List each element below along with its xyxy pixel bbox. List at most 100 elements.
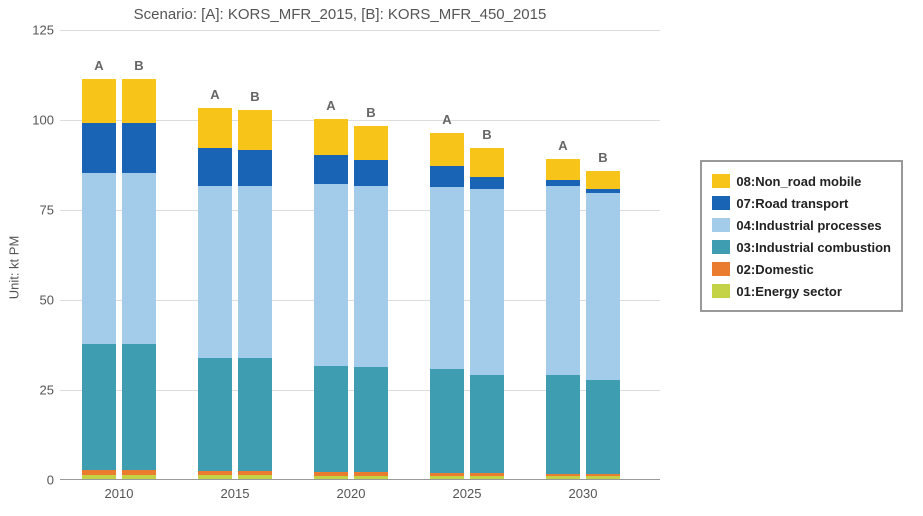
segment-s07 <box>314 155 348 184</box>
legend-label: 08:Non_road mobile <box>736 174 861 189</box>
ytick-label: 125 <box>20 23 54 38</box>
bar-top-label: A <box>198 87 232 102</box>
segment-s07 <box>354 160 388 185</box>
segment-s02 <box>586 474 620 477</box>
segment-s02 <box>470 473 504 477</box>
segment-s04 <box>354 186 388 368</box>
legend-item: 03:Industrial combustion <box>712 236 891 258</box>
bar-B: B <box>122 79 156 479</box>
segment-s04 <box>198 186 232 359</box>
bar-top-label: A <box>314 98 348 113</box>
legend-label: 04:Industrial processes <box>736 218 881 233</box>
segment-s03 <box>470 375 504 473</box>
segment-s03 <box>430 369 464 472</box>
bar-group: AB <box>538 29 628 479</box>
bar-A: A <box>546 159 580 479</box>
bar-top-label: B <box>122 58 156 73</box>
segment-s03 <box>198 358 232 470</box>
ytick-label: 25 <box>20 383 54 398</box>
legend-item: 08:Non_road mobile <box>712 170 891 192</box>
bar-top-label: A <box>430 112 464 127</box>
legend-item: 04:Industrial processes <box>712 214 891 236</box>
segment-s07 <box>586 189 620 193</box>
bar-top-label: B <box>354 105 388 120</box>
segment-s02 <box>238 471 272 476</box>
segment-s04 <box>82 173 116 344</box>
segment-s02 <box>314 472 348 476</box>
segment-s08 <box>354 126 388 160</box>
segment-s04 <box>122 173 156 344</box>
segment-s07 <box>122 123 156 173</box>
legend-label: 03:Industrial combustion <box>736 240 891 255</box>
bar-group: AB <box>74 29 164 479</box>
bar-top-label: B <box>238 89 272 104</box>
ytick-label: 75 <box>20 203 54 218</box>
segment-s01 <box>470 476 504 479</box>
chart-title: Scenario: [A]: KORS_MFR_2015, [B]: KORS_… <box>0 6 680 23</box>
segment-s04 <box>238 186 272 359</box>
segment-s08 <box>430 133 464 165</box>
plot-area: 0255075100125AB2010AB2015AB2020AB2025AB2… <box>60 30 660 480</box>
segment-s07 <box>198 148 232 186</box>
legend-swatch <box>712 174 730 188</box>
bar-group: AB <box>306 29 396 479</box>
segment-s03 <box>238 358 272 470</box>
bar-A: A <box>430 133 464 479</box>
segment-s04 <box>470 189 504 374</box>
segment-s02 <box>354 472 388 476</box>
segment-s01 <box>586 476 620 479</box>
chart-container: Scenario: [A]: KORS_MFR_2015, [B]: KORS_… <box>0 0 923 516</box>
bar-group: AB <box>422 29 512 479</box>
bar-top-label: A <box>82 58 116 73</box>
legend-label: 07:Road transport <box>736 196 848 211</box>
segment-s07 <box>430 166 464 188</box>
ytick-label: 0 <box>20 473 54 488</box>
legend-swatch <box>712 262 730 276</box>
bar-B: B <box>238 110 272 479</box>
segment-s03 <box>586 380 620 474</box>
segment-s03 <box>314 366 348 472</box>
legend-item: 07:Road transport <box>712 192 891 214</box>
segment-s02 <box>546 474 580 477</box>
legend: 08:Non_road mobile 07:Road transport 04:In… <box>700 160 903 312</box>
legend-swatch <box>712 240 730 254</box>
segment-s07 <box>238 150 272 186</box>
segment-s03 <box>354 367 388 471</box>
bar-top-label: B <box>470 127 504 142</box>
segment-s08 <box>82 79 116 122</box>
segment-s07 <box>470 177 504 190</box>
bar-A: A <box>314 119 348 479</box>
xtick-label: 2015 <box>221 486 250 501</box>
segment-s04 <box>430 187 464 369</box>
xtick-label: 2030 <box>569 486 598 501</box>
segment-s03 <box>546 375 580 474</box>
segment-s02 <box>430 473 464 477</box>
segment-s01 <box>354 476 388 479</box>
segment-s08 <box>238 110 272 150</box>
segment-s08 <box>314 119 348 155</box>
legend-label: 01:Energy sector <box>736 284 842 299</box>
bar-A: A <box>82 79 116 479</box>
segment-s02 <box>122 470 156 475</box>
bar-B: B <box>586 171 620 479</box>
segment-s08 <box>122 79 156 122</box>
bar-group: AB <box>190 29 280 479</box>
ytick-label: 50 <box>20 293 54 308</box>
segment-s03 <box>122 344 156 470</box>
legend-item: 02:Domestic <box>712 258 891 280</box>
bar-A: A <box>198 108 232 479</box>
xtick-label: 2010 <box>105 486 134 501</box>
segment-s01 <box>82 475 116 479</box>
xtick-label: 2020 <box>337 486 366 501</box>
segment-s01 <box>198 475 232 479</box>
segment-s01 <box>122 475 156 479</box>
segment-s07 <box>82 123 116 173</box>
bar-B: B <box>470 148 504 479</box>
legend-swatch <box>712 284 730 298</box>
segment-s04 <box>314 184 348 366</box>
segment-s07 <box>546 180 580 185</box>
segment-s08 <box>198 108 232 148</box>
legend-swatch <box>712 196 730 210</box>
xtick-label: 2025 <box>453 486 482 501</box>
segment-s01 <box>546 476 580 479</box>
